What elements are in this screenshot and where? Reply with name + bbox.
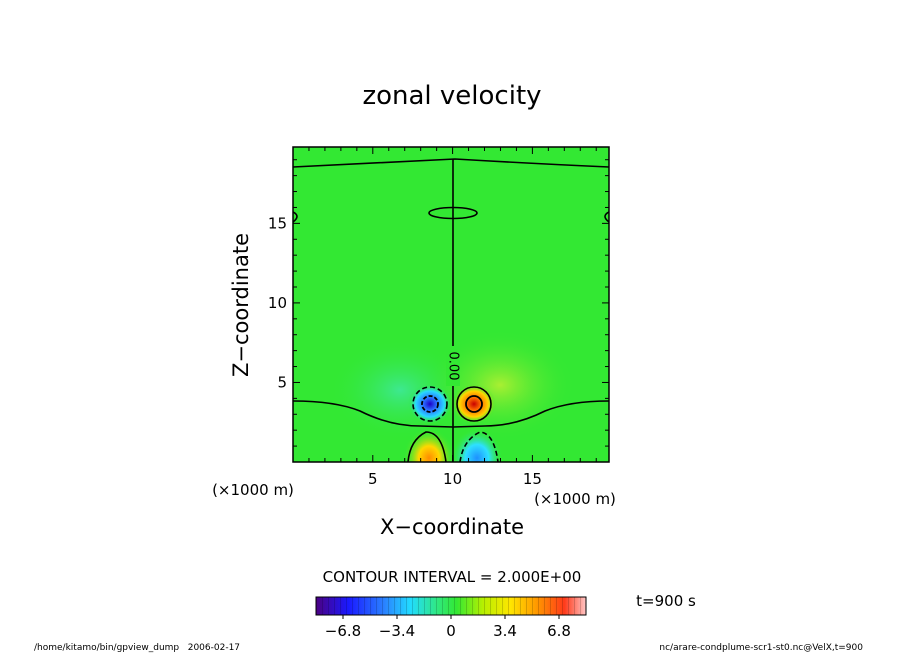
x-unit-right: (×1000 m): [534, 490, 616, 508]
y-tick-label: 10: [268, 294, 287, 312]
contour-pos-2: [456, 386, 492, 422]
chart-title: zonal velocity: [362, 81, 541, 111]
colorbar-tick-label: 3.4: [493, 622, 517, 640]
plot-frame: [292, 146, 610, 463]
x-tick-label: 5: [368, 470, 378, 488]
zero-contour-top: [293, 158, 609, 168]
contour-label-bg: [446, 346, 460, 386]
colorbar-tick-label: −6.8: [325, 622, 361, 640]
footer-left: /home/kitamo/bin/gpview_dump 2006-02-17: [34, 643, 240, 653]
contour-neg-6: [421, 395, 439, 413]
time-label: t=900 s: [636, 592, 696, 610]
contour-neg-lower: [459, 431, 499, 462]
x-axis: 5 10 15: [308, 147, 597, 488]
colorbar-tick-label: 6.8: [547, 622, 571, 640]
colorbar-tick-label: 0: [446, 622, 456, 640]
x-tick-label: 15: [523, 470, 542, 488]
edge-contour-left: [293, 211, 298, 223]
contours: [293, 158, 609, 462]
contour-label: 0.00: [446, 352, 461, 381]
x-unit-left: (×1000 m): [212, 481, 294, 499]
edge-contour-right: [604, 211, 609, 223]
negative-lower-lobe: [451, 425, 503, 462]
colorbar-tick-label: −3.4: [379, 622, 415, 640]
zero-contour-loop: [428, 206, 478, 220]
contour-neg-2: [412, 386, 448, 422]
plot-area: 0.00: [293, 147, 609, 462]
y-tick-label: 15: [268, 214, 287, 232]
positive-core: [452, 384, 496, 424]
positive-lower-lobe: [403, 425, 455, 462]
negative-core: [408, 384, 452, 424]
contour-pos-lower: [407, 431, 447, 462]
x-axis-label: X−coordinate: [380, 515, 524, 539]
footer-right: nc/arare-condplume-scr1-st0.nc@VelX,t=90…: [659, 643, 863, 653]
contour-interval-label: CONTOUR INTERVAL = 2.000E+00: [323, 568, 582, 586]
colorbar: −6.8 −3.4 0 3.4 6.8: [315, 596, 587, 640]
colorbar-ticks: −6.8 −3.4 0 3.4 6.8: [325, 615, 571, 640]
x-tick-label: 10: [443, 470, 462, 488]
y-axis: 5 10 15: [268, 159, 609, 447]
contour-pos-6: [465, 395, 483, 413]
colorbar-divisions: [316, 597, 586, 615]
zero-contour-bump: [293, 400, 609, 428]
y-axis-label: Z−coordinate: [229, 233, 253, 377]
y-tick-label: 5: [277, 373, 287, 391]
